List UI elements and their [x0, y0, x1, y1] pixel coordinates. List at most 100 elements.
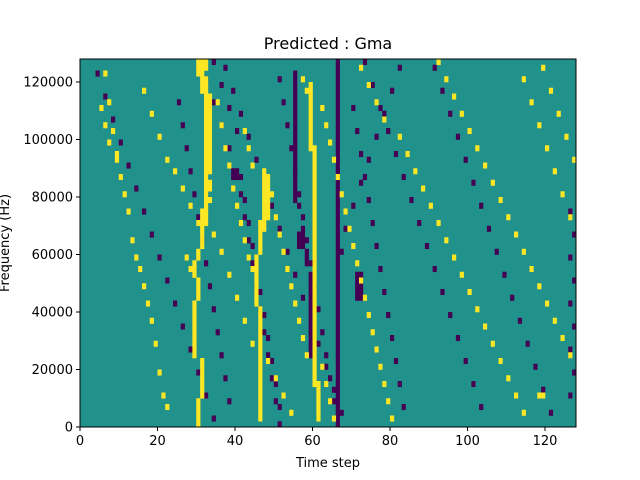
heatmap-cell-high: [370, 329, 375, 336]
heatmap-cell-high: [568, 352, 573, 359]
heatmap-cell-high: [192, 346, 197, 353]
heatmap-cell-high: [529, 99, 534, 106]
heatmap-cell-low: [300, 243, 306, 250]
heatmap-cell-low: [359, 289, 364, 296]
heatmap-cell-low: [359, 179, 364, 186]
heatmap-cell-high: [521, 76, 526, 83]
heatmap-cell-high: [207, 145, 213, 152]
heatmap-cell-high: [200, 243, 205, 250]
heatmap-cell-low: [339, 248, 344, 255]
heatmap-cell-low: [242, 214, 247, 221]
heatmap-cell-low: [572, 277, 577, 284]
heatmap-cell-high: [312, 375, 317, 382]
heatmap-cell-low: [335, 87, 340, 94]
heatmap-cell-low: [277, 76, 282, 83]
heatmap-cell-low: [277, 421, 282, 428]
heatmap-cell-high: [541, 392, 546, 399]
heatmap-cell-high: [347, 225, 352, 232]
heatmap-cell-high: [200, 82, 205, 89]
heatmap-cell-high: [312, 317, 317, 324]
heatmap-cell-high: [269, 191, 275, 198]
heatmap-cell-high: [506, 375, 511, 382]
heatmap-cell-low: [238, 174, 244, 181]
heatmap-cell-high: [204, 105, 209, 112]
heatmap-cell-high: [204, 162, 209, 169]
heatmap-cell-low: [231, 168, 236, 175]
heatmap-cell-high: [207, 185, 213, 192]
x-tick-label: 120: [533, 434, 558, 449]
heatmap-cell-high: [196, 248, 201, 255]
heatmap-cell-high: [312, 266, 317, 273]
heatmap-cell-high: [312, 352, 317, 359]
heatmap-cell-high: [312, 323, 317, 330]
heatmap-cell-low: [486, 225, 492, 232]
heatmap-cell-high: [300, 335, 306, 342]
heatmap-cell-low: [335, 266, 340, 273]
heatmap-cell-low: [308, 352, 313, 359]
heatmap-cell-low: [335, 237, 340, 244]
heatmap-cell-low: [211, 99, 216, 106]
heatmap-cell-high: [308, 99, 313, 106]
heatmap-cell-low: [455, 335, 461, 342]
y-tick-label: 0: [65, 421, 73, 436]
heatmap-cell-high: [397, 133, 402, 140]
heatmap-cell-high: [200, 386, 205, 393]
heatmap-cell-high: [114, 151, 120, 158]
heatmap-cell-low: [382, 110, 387, 117]
heatmap-cell-high: [196, 294, 201, 301]
heatmap-cell-high: [258, 248, 263, 255]
heatmap-cell-high: [436, 220, 441, 227]
heatmap-cell-high: [103, 70, 108, 77]
heatmap-cell-low: [568, 208, 573, 215]
heatmap-cell-low: [335, 277, 340, 284]
heatmap-cell-high: [262, 225, 267, 232]
heatmap-cell-high: [266, 358, 271, 365]
heatmap-cell-high: [324, 122, 329, 129]
heatmap-cell-high: [204, 197, 209, 204]
heatmap-cell-low: [293, 191, 298, 198]
heatmap-cell-low: [262, 312, 267, 319]
heatmap-cell-high: [250, 162, 255, 169]
heatmap-cell-low: [250, 260, 255, 267]
heatmap-cell-high: [242, 237, 247, 244]
heatmap-cell-low: [293, 271, 298, 278]
heatmap-cell-low: [308, 317, 313, 324]
heatmap-cell-low: [235, 128, 240, 135]
heatmap-cell-low: [335, 289, 340, 296]
heatmap-cell-low: [568, 392, 573, 399]
heatmap-cell-low: [409, 197, 414, 204]
heatmap-cell-high: [262, 197, 267, 204]
heatmap-cell-low: [262, 329, 267, 336]
heatmap-cell-low: [351, 202, 356, 209]
heatmap-cell-high: [157, 133, 162, 140]
heatmap-cell-high: [258, 329, 263, 336]
heatmap-cell-low: [293, 128, 298, 135]
heatmap-cell-high: [281, 248, 286, 255]
heatmap-cell-high: [258, 312, 263, 319]
heatmap-cell-high: [304, 352, 309, 359]
heatmap-cell-low: [269, 202, 275, 209]
heatmap-cell-low: [192, 191, 197, 198]
heatmap-cell-high: [374, 99, 379, 106]
heatmap-cell-low: [204, 392, 209, 399]
heatmap-cell-low: [273, 381, 278, 388]
heatmap-cell-high: [204, 168, 209, 175]
heatmap-cell-high: [227, 271, 232, 278]
heatmap-cell-high: [196, 421, 201, 428]
x-tick-label: 80: [382, 434, 399, 449]
heatmap-cell-low: [293, 116, 298, 123]
heatmap-cell-low: [541, 386, 546, 393]
heatmap-cell-low: [227, 105, 232, 112]
heatmap-cell-high-group: [99, 59, 577, 428]
heatmap-cell-high: [204, 156, 209, 163]
heatmap-cell-high: [204, 93, 209, 100]
heatmap-cell-high: [312, 208, 317, 215]
heatmap-cell-low: [165, 277, 170, 284]
heatmap-cell-high: [312, 381, 317, 388]
heatmap-cell-high: [355, 260, 360, 267]
heatmap-cell-high: [308, 145, 313, 152]
heatmap-cell-high: [312, 151, 317, 158]
chart-title: Predicted : Gma: [264, 34, 392, 53]
heatmap-cell-high: [207, 197, 213, 204]
heatmap-cell-high: [312, 237, 317, 244]
